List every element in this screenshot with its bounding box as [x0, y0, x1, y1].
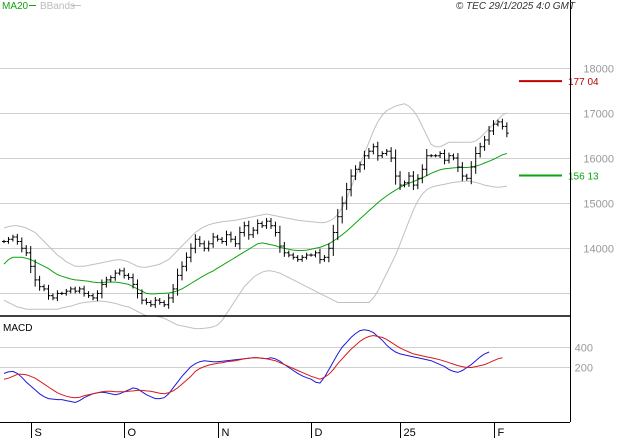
- bband-upper-line: [3, 103, 508, 268]
- ohlc-bars: [2, 118, 509, 309]
- signal-line: [3, 334, 503, 399]
- price-tick-label: 14000: [583, 244, 614, 256]
- support-label: 156 13: [568, 171, 599, 182]
- macd-gridlines: [0, 347, 570, 368]
- macd-title: MACD: [3, 323, 32, 334]
- x-tick-label: D: [315, 427, 323, 439]
- price-y-axis: 14000 15000 16000 17000 18000: [583, 64, 614, 256]
- ma20-line-group: [3, 153, 508, 295]
- price-gridlines: [0, 68, 570, 294]
- macd-tick-label: 200: [575, 363, 593, 375]
- macd-tick-label: 400: [575, 343, 593, 355]
- x-axis: S O N D 25 F: [31, 422, 505, 439]
- x-tick-label: O: [128, 427, 137, 439]
- ma20-legend: MA20: [2, 1, 29, 12]
- ma20-line: [3, 153, 508, 295]
- resistance-label: 177 04: [568, 77, 599, 88]
- price-tick-label: 16000: [583, 154, 614, 166]
- price-tick-label: 15000: [583, 199, 614, 211]
- x-tick-label: N: [222, 427, 230, 439]
- bollinger-bands: [3, 103, 508, 330]
- level-lines: 177 04 156 13: [519, 77, 599, 182]
- x-tick-label: F: [498, 427, 505, 439]
- price-tick-label: 18000: [583, 64, 614, 76]
- x-tick-label: 25: [404, 427, 416, 439]
- x-tick-label: S: [35, 427, 42, 439]
- macd-y-axis: 200 400: [575, 343, 593, 375]
- price-tick-label: 17000: [583, 109, 614, 121]
- bband-lower-line: [3, 180, 507, 330]
- macd-lines: [3, 329, 503, 404]
- copyright-notice: © TEC 29/1/2025 4:0 GMT: [456, 1, 576, 12]
- bbands-legend: BBands: [40, 1, 75, 12]
